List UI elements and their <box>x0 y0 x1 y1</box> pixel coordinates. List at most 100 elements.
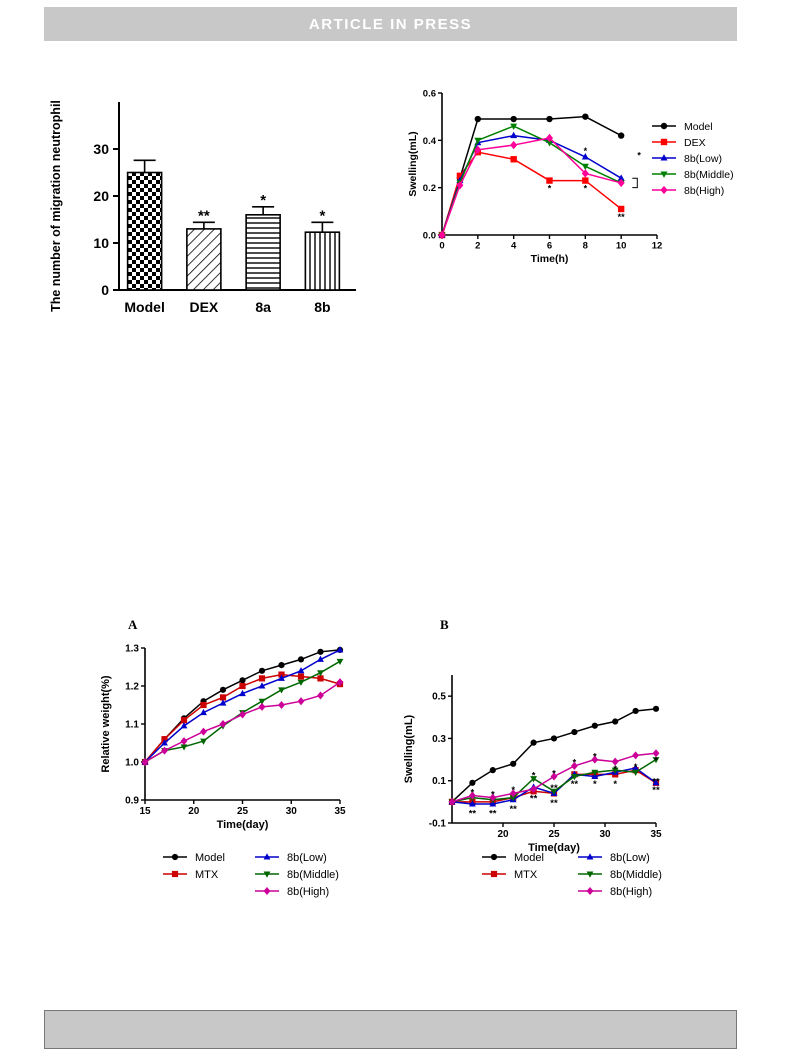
data-point-8b-high <box>489 793 497 802</box>
data-point-8b-high <box>258 702 266 711</box>
running-header-banner: ARTICLE IN PRESS <box>44 7 737 41</box>
x-tick-label: Model <box>124 299 164 315</box>
data-point-mtx <box>219 694 227 701</box>
data-point-8b-high <box>456 181 464 190</box>
data-point-mtx <box>200 701 207 709</box>
data-point-8b-low <box>617 174 625 181</box>
significance-mark: * <box>593 779 597 790</box>
data-point-8b-middle <box>200 738 207 745</box>
y-tick-label: 0.4 <box>423 136 437 147</box>
significance-mark: * <box>634 762 638 773</box>
significance-mark: * <box>613 764 617 775</box>
legend-entry-8b-low: 8b(Low) <box>255 852 327 864</box>
y-tick-label: 20 <box>93 188 109 204</box>
data-point-8b-middle <box>180 744 188 751</box>
legend-label-mtx: MTX <box>195 869 219 881</box>
significance-mark: ** <box>550 783 558 794</box>
legend-label-model: Model <box>684 121 713 133</box>
data-point-mtx <box>180 717 188 724</box>
y-tick-label: 30 <box>93 141 109 157</box>
bar-8a <box>245 214 281 291</box>
legend-label-8b-middle: 8b(Middle) <box>287 869 339 881</box>
data-point-8b-high <box>474 145 482 154</box>
data-point-model <box>612 718 619 725</box>
data-point-8b-high <box>468 791 476 800</box>
x-tick-label: 30 <box>599 829 611 840</box>
legend-label-8b-middle: 8b(Middle) <box>610 869 662 881</box>
legend-entry-8b-high: 8b(High) <box>255 886 329 898</box>
data-point-8b-middle <box>632 769 640 776</box>
data-point-8b-high <box>200 727 207 736</box>
data-point-8b-low <box>258 682 266 689</box>
running-footer-banner <box>44 1010 737 1049</box>
legend-label-8b-low: 8b(Low) <box>684 153 722 165</box>
significance-mark: ** <box>198 207 210 224</box>
significance-mark: * <box>471 787 475 798</box>
significance-mark: ** <box>489 808 497 819</box>
data-point-8b-high <box>617 178 625 188</box>
significance-mark: * <box>548 184 552 194</box>
data-point-dex <box>510 156 517 163</box>
legend-label-model: Model <box>195 852 225 864</box>
x-tick-label: 8b <box>314 299 330 315</box>
data-point-8b-low <box>180 722 188 729</box>
data-point-8b-middle <box>278 687 285 694</box>
y-tick-label: 0 <box>101 282 109 298</box>
panel-letter: A <box>128 617 138 632</box>
x-tick-label: 10 <box>616 241 627 252</box>
series-dex <box>438 148 625 239</box>
series-model <box>448 705 660 805</box>
legend-marker-8b-high <box>263 886 271 896</box>
relative-weight-chart-a: 0.9 1.0 1.1 1.2 1.3 15 20 25 30 35 Time(day) Relati… <box>100 617 346 898</box>
x-tick-label: 35 <box>334 806 346 817</box>
data-point-8b-low <box>219 699 227 706</box>
y-tick-label: 1.3 <box>125 644 139 655</box>
legend-label-8b-middle: 8b(Middle) <box>684 169 734 181</box>
data-point-8b-low <box>239 689 246 697</box>
data-point-model <box>239 677 246 684</box>
x-tick-label: 25 <box>237 806 249 817</box>
legend-entry-8b-middle: 8b(Middle) <box>652 169 734 181</box>
significance-mark: ** <box>509 804 517 815</box>
legend-marker-mtx <box>171 870 179 878</box>
data-point-8b-middle <box>550 788 558 796</box>
x-tick-label: 25 <box>548 829 560 840</box>
significance-mark: * <box>573 758 577 769</box>
data-point-8b-low <box>581 153 589 160</box>
data-point-8b-low <box>297 667 305 674</box>
data-point-8b-low <box>278 674 285 681</box>
x-tick-label: 12 <box>652 241 663 252</box>
data-point-8b-low <box>652 779 660 786</box>
swelling-hours-line-chart: 0.0 0.2 0.4 0.6 0 2 4 6 8 10 12 Time(h) Swelling(mL)… <box>407 89 734 266</box>
series-8b-high <box>438 133 625 240</box>
significance-mark: * <box>613 779 617 790</box>
data-point-8b-high <box>530 785 538 794</box>
x-tick-label: 4 <box>511 241 517 252</box>
data-point-8b-low <box>510 131 518 139</box>
significance-mark: * <box>491 789 495 800</box>
x-axis-title: Time(day) <box>217 819 269 831</box>
significance-mark: ** <box>469 808 477 819</box>
significance-mark: * <box>584 146 588 156</box>
data-point-mtx <box>297 673 305 680</box>
significance-mark: * <box>552 768 556 779</box>
x-tick-label: 20 <box>188 806 200 817</box>
data-point-mtx <box>161 736 168 743</box>
data-point-8b-high <box>509 789 517 798</box>
data-point-8b-low <box>468 800 476 807</box>
data-point-model <box>258 667 266 674</box>
legend-entry-8b-low: 8b(Low) <box>652 153 722 165</box>
significance-mark: * <box>593 751 597 762</box>
significance-mark: * <box>637 151 641 161</box>
data-point-model <box>571 728 578 736</box>
data-point-8b-high <box>632 751 640 760</box>
series-line-8b-high <box>441 137 622 236</box>
y-tick-label: -0.1 <box>429 819 447 830</box>
significance-mark: ** <box>571 779 579 790</box>
data-point-model <box>632 707 639 715</box>
legend-marker-dex <box>660 138 668 146</box>
significance-mark: ** <box>618 212 626 222</box>
data-point-model <box>550 735 558 742</box>
data-point-8b-high <box>550 772 558 781</box>
data-point-mtx <box>278 671 285 678</box>
